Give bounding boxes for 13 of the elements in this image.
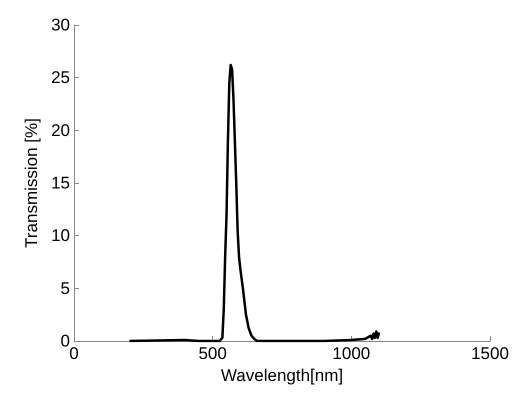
- y-tick-label: 0: [60, 332, 70, 350]
- y-tick-label: 25: [51, 68, 70, 88]
- x-axis-title: Wavelength[nm]: [220, 366, 344, 385]
- x-tick-label: 500: [198, 344, 227, 363]
- y-tick-label: 30: [51, 16, 70, 34]
- y-tick-label: 10: [51, 226, 70, 246]
- x-tick-label: 1000: [332, 344, 370, 363]
- y-tick-label: 20: [51, 120, 70, 140]
- line-series: [128, 64, 380, 342]
- y-tick-label: 15: [51, 174, 70, 192]
- x-tick-label: 1500: [471, 344, 509, 363]
- y-tick-label: 5: [60, 278, 70, 298]
- y-axis-title: Transmission [%]: [22, 118, 41, 248]
